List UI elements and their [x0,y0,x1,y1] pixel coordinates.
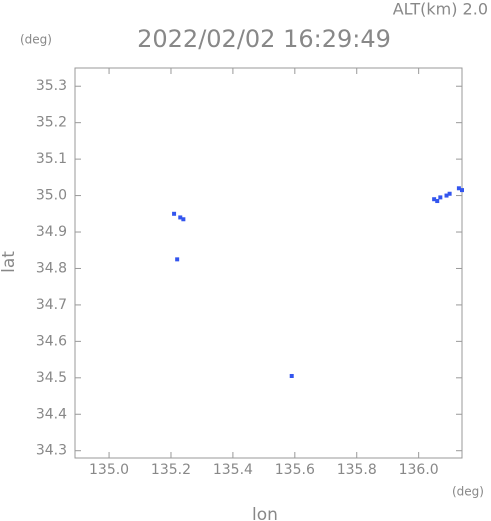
x-tick-label: 135.2 [151,462,191,478]
chart-title: 2022/02/02 16:29:49 [137,25,391,53]
echo-point [432,197,437,202]
echo-point [447,191,452,196]
y-tick-label: 34.3 [36,443,67,459]
x-tick-label: 135.6 [275,462,315,478]
y-tick-label: 35.2 [36,115,67,131]
echo-point [435,199,440,204]
x-tick-label: 135.8 [337,462,377,478]
y-tick-label: 34.9 [36,224,67,240]
annotation: ALT(km) 2.0 [393,0,488,19]
echo-point [178,215,183,220]
y-tick-label: 34.5 [36,370,67,386]
echo-point [172,211,177,216]
echo-point [175,257,180,262]
echo-point [444,193,449,198]
y-tick-label: 34.4 [36,406,67,422]
y-tick-label: 34.8 [36,260,67,276]
y-tick-label: 34.6 [36,333,67,349]
y-tick-label: 34.7 [36,297,67,313]
x-tick-label: 135.0 [89,462,129,478]
echo-point [289,373,294,378]
y-axis-label: lat [0,251,19,273]
x-tick-label: 135.4 [213,462,253,478]
y-tick-label: 35.0 [36,188,67,204]
y-tick-label: 35.1 [36,151,67,167]
plot-frame [74,67,463,459]
x-unit: (deg) [452,485,484,499]
echo-point [438,195,443,200]
echo-point [456,186,461,191]
x-axis-label: lon [252,505,278,521]
y-unit: (deg) [20,33,52,47]
y-tick-label: 35.3 [36,78,67,94]
echo-point [181,217,186,222]
echo-point [460,188,464,193]
x-tick-label: 136.0 [399,462,439,478]
